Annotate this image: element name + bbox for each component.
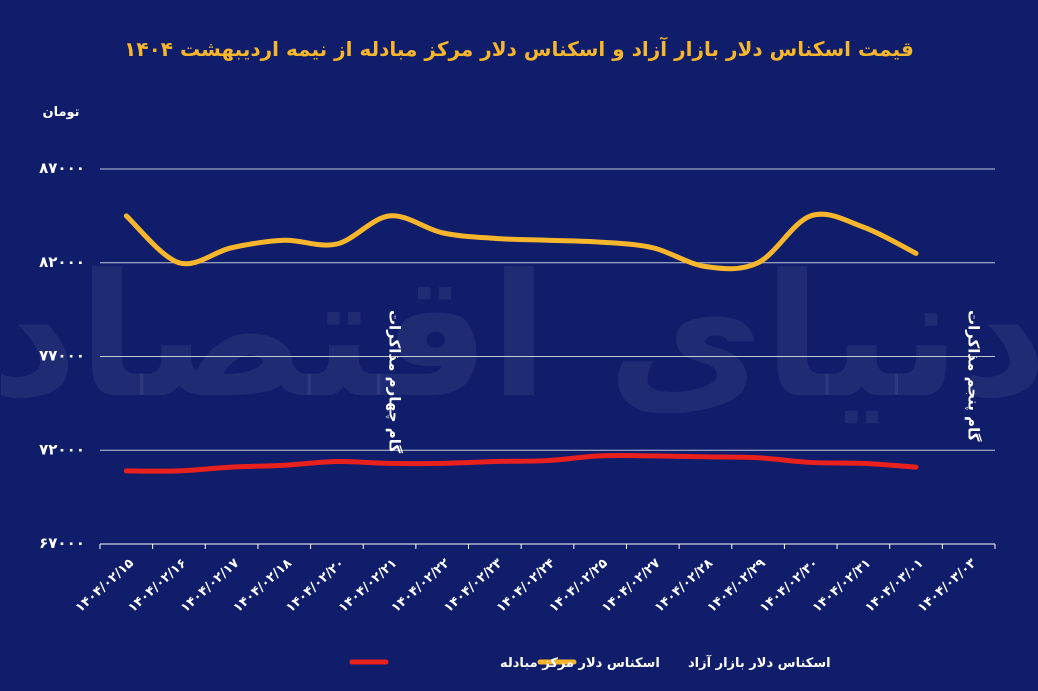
watermark: دنیای اقتصاد — [0, 238, 1038, 436]
watermark-text: دنیای اقتصاد — [0, 238, 1038, 436]
series-line-0 — [123, 211, 919, 272]
series-line-1 — [123, 452, 919, 474]
y-tick-label: ۷۲۰۰۰ — [39, 440, 85, 458]
y-tick-label: ۸۲۰۰۰ — [39, 253, 85, 271]
legend: اسکناس دلار بازار آزاد اسکناس دلار مرکز م… — [349, 654, 831, 671]
y-tick-label: ۸۷۰۰۰ — [39, 159, 85, 177]
grid-lines — [100, 168, 995, 545]
y-axis: ۶۷۰۰۰ ۷۲۰۰۰ ۷۷۰۰۰ ۸۲۰۰۰ ۸۷۰۰۰ — [39, 159, 85, 552]
y-tick-label: ۶۷۰۰۰ — [39, 534, 85, 552]
x-axis: ۱۴۰۴/۰۲/۱۵۱۴۰۴/۰۲/۱۶۱۴۰۴/۰۲/۱۷۱۴۰۴/۰۲/۱۸… — [73, 544, 996, 616]
series-lines — [123, 211, 919, 474]
legend-label: اسکناس دلار مرکز مبادله — [500, 656, 660, 671]
y-axis-label: تومان — [42, 105, 79, 120]
y-tick-label: ۷۷۰۰۰ — [39, 347, 85, 365]
annotation-label: گام چهارم مذاکرات — [385, 310, 404, 453]
annotation-label: گام پنجم مذاکرات — [964, 310, 983, 442]
legend-label: اسکناس دلار بازار آزاد — [688, 654, 831, 671]
chart-title: قیمت اسکناس دلار بازار آزاد و اسکناس دلا… — [124, 36, 914, 61]
annotations: گام چهارم مذاکرات گام پنجم مذاکرات — [385, 310, 983, 453]
